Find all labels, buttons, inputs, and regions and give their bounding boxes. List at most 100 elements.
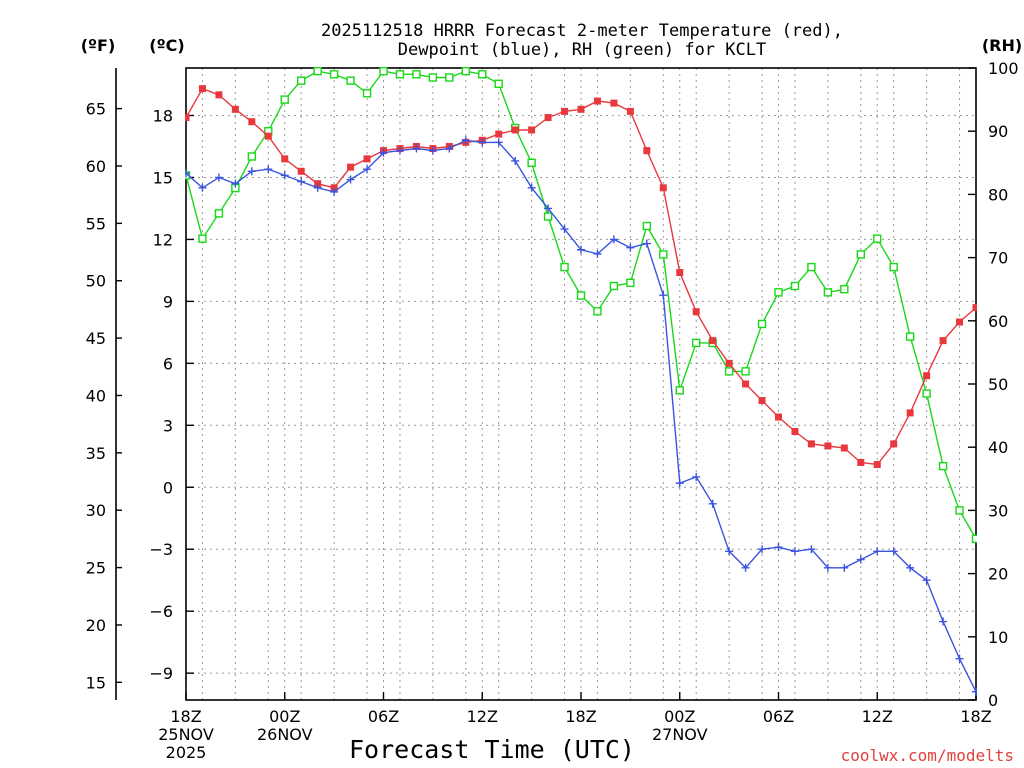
data-point — [905, 332, 915, 341]
data-point — [544, 114, 552, 122]
data-point — [185, 169, 190, 178]
rh-tick-label: 50 — [988, 375, 1008, 394]
data-point — [379, 148, 388, 157]
data-point — [428, 146, 437, 155]
data-point — [659, 291, 668, 300]
data-point — [297, 167, 305, 175]
data-point — [528, 126, 536, 134]
data-point — [774, 543, 783, 552]
data-point — [445, 144, 454, 153]
data-point — [972, 304, 977, 312]
data-point — [264, 165, 273, 174]
celsius-unit-label: (ºC) — [149, 36, 184, 55]
data-point — [198, 85, 206, 93]
fahrenheit-tick-label: 65 — [86, 100, 106, 119]
data-point — [790, 547, 799, 556]
data-point — [889, 547, 898, 556]
data-point — [527, 183, 536, 192]
fahrenheit-tick-label: 45 — [86, 329, 106, 348]
data-point — [889, 262, 898, 272]
data-point — [757, 319, 767, 329]
x-tick-label: 06Z — [368, 707, 399, 726]
data-point — [280, 171, 289, 180]
data-point — [725, 359, 733, 367]
data-point — [313, 183, 322, 192]
data-point — [428, 73, 438, 82]
data-point — [955, 654, 964, 663]
data-point — [955, 506, 964, 515]
data-point — [890, 440, 898, 448]
data-point — [610, 99, 618, 107]
data-point — [938, 461, 948, 471]
data-point — [346, 76, 355, 85]
data-point — [840, 285, 849, 294]
data-point — [609, 235, 618, 244]
data-point — [790, 281, 800, 291]
data-point — [807, 440, 815, 448]
data-point — [659, 184, 667, 192]
data-point — [807, 262, 816, 272]
rh-tick-label: 100 — [988, 59, 1019, 78]
data-point — [823, 288, 833, 297]
data-point — [281, 155, 289, 163]
data-point — [313, 67, 322, 76]
celsius-tick-label: 12 — [153, 230, 173, 249]
tick-labels: 1520253035404550556065−9−6−3036912151801… — [86, 59, 1019, 762]
x-tick-label: 06Z — [763, 707, 794, 726]
data-point — [774, 288, 783, 297]
data-point — [873, 234, 882, 243]
data-point — [363, 165, 372, 174]
data-point — [873, 547, 882, 556]
data-point — [560, 262, 569, 272]
data-point — [445, 73, 454, 82]
x-tick-label: 12Z — [467, 707, 498, 726]
data-point — [543, 212, 553, 221]
data-point — [362, 89, 372, 98]
rh-tick-label: 90 — [988, 122, 1008, 141]
data-point — [972, 687, 977, 696]
data-point — [329, 70, 339, 79]
rh-tick-label: 80 — [988, 185, 1008, 204]
x-tick-label: 18Z — [170, 707, 201, 726]
data-point — [856, 250, 865, 259]
fahrenheit-tick-label: 15 — [86, 673, 106, 692]
data-point — [791, 428, 799, 436]
series-line — [185, 87, 977, 466]
fahrenheit-tick-label: 50 — [86, 272, 106, 291]
data-point — [971, 534, 977, 544]
data-point — [478, 138, 487, 147]
rh-tick-label: 40 — [988, 438, 1008, 457]
data-point — [478, 70, 487, 79]
data-point — [347, 163, 355, 171]
chart-title-line1: 2025112518 HRRR Forecast 2-meter Tempera… — [321, 21, 843, 41]
celsius-tick-label: −6 — [149, 602, 173, 621]
rh-tick-label: 0 — [988, 691, 998, 710]
data-point — [626, 107, 634, 115]
data-point — [412, 144, 421, 153]
data-point — [939, 617, 948, 626]
data-point — [956, 318, 964, 326]
fahrenheit-unit-label: (ºF) — [81, 36, 116, 55]
x-tick-label: 25NOV — [158, 725, 214, 744]
data-point — [297, 177, 306, 186]
data-point — [775, 413, 782, 421]
fahrenheit-tick-label: 30 — [86, 501, 106, 520]
data-point — [906, 563, 915, 572]
data-point — [840, 563, 849, 572]
data-point — [461, 67, 470, 76]
data-point — [494, 79, 503, 89]
data-point — [626, 243, 635, 252]
rh-tick-label: 60 — [988, 312, 1008, 331]
data-point — [857, 458, 865, 466]
fahrenheit-tick-label: 40 — [86, 386, 106, 405]
data-point — [725, 547, 734, 556]
data-point — [461, 136, 470, 145]
data-point — [560, 225, 569, 234]
grid — [186, 68, 976, 700]
data-point — [741, 367, 750, 376]
data-point — [609, 281, 619, 291]
data-point — [758, 545, 767, 554]
series-rh — [185, 67, 977, 544]
data-point — [643, 147, 651, 155]
